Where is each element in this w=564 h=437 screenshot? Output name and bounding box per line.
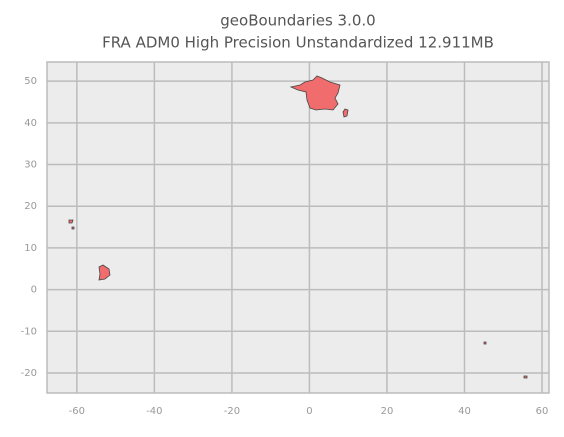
french-guiana xyxy=(98,264,111,281)
x-tick-label: 20 xyxy=(381,406,394,417)
x-tick-label: 60 xyxy=(536,406,549,417)
mayotte xyxy=(483,341,487,345)
corsica xyxy=(342,108,349,118)
france xyxy=(289,75,341,111)
boundaries xyxy=(68,75,528,379)
y-tick-label: 10 xyxy=(24,243,37,254)
x-tick-label: 40 xyxy=(458,406,471,417)
plot-area xyxy=(46,61,550,394)
guadeloupe xyxy=(68,219,74,224)
x-tick-label: -40 xyxy=(146,406,162,417)
y-tick-label: -10 xyxy=(21,326,37,337)
reunion xyxy=(523,375,528,379)
y-tick-label: 50 xyxy=(24,76,37,87)
x-tick-label: 0 xyxy=(306,406,312,417)
martinique xyxy=(71,226,75,230)
chart-subtitle: FRA ADM0 High Precision Unstandardized 1… xyxy=(102,34,494,52)
y-tick-label: -20 xyxy=(21,368,37,379)
x-tick-label: -20 xyxy=(224,406,240,417)
y-tick-label: 0 xyxy=(31,285,37,296)
chart-title: geoBoundaries 3.0.0 xyxy=(220,12,375,30)
y-tick-label: 30 xyxy=(24,160,37,171)
x-tick-label: -60 xyxy=(69,406,85,417)
grid xyxy=(47,62,549,393)
y-tick-label: 40 xyxy=(24,118,37,129)
y-tick-label: 20 xyxy=(24,201,37,212)
